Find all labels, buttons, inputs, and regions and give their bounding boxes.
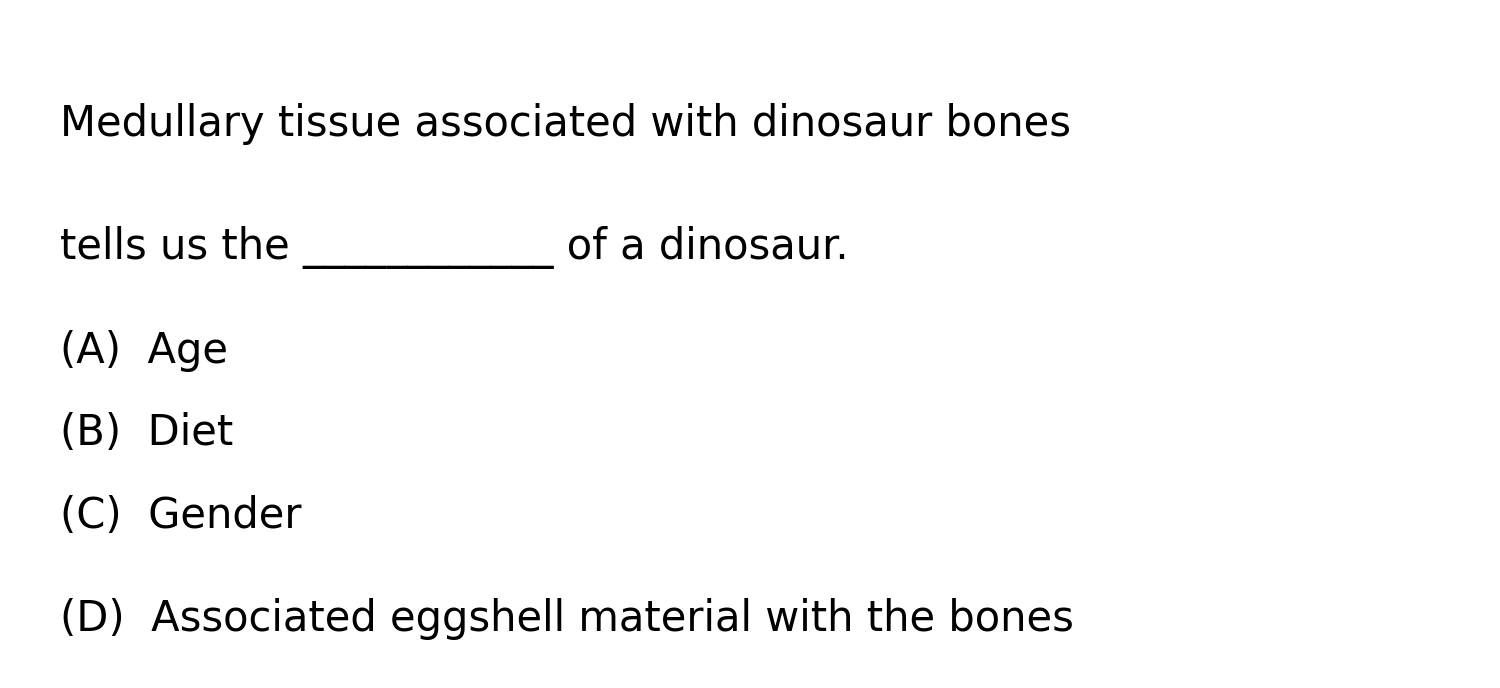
Text: Medullary tissue associated with dinosaur bones: Medullary tissue associated with dinosau… bbox=[60, 103, 1071, 145]
Text: tells us the ____________ of a dinosaur.: tells us the ____________ of a dinosaur. bbox=[60, 226, 849, 269]
Text: (C)  Gender: (C) Gender bbox=[60, 495, 302, 537]
Text: (D)  Associated eggshell material with the bones: (D) Associated eggshell material with th… bbox=[60, 598, 1074, 641]
Text: (A)  Age: (A) Age bbox=[60, 330, 228, 372]
Text: (B)  Diet: (B) Diet bbox=[60, 412, 234, 455]
